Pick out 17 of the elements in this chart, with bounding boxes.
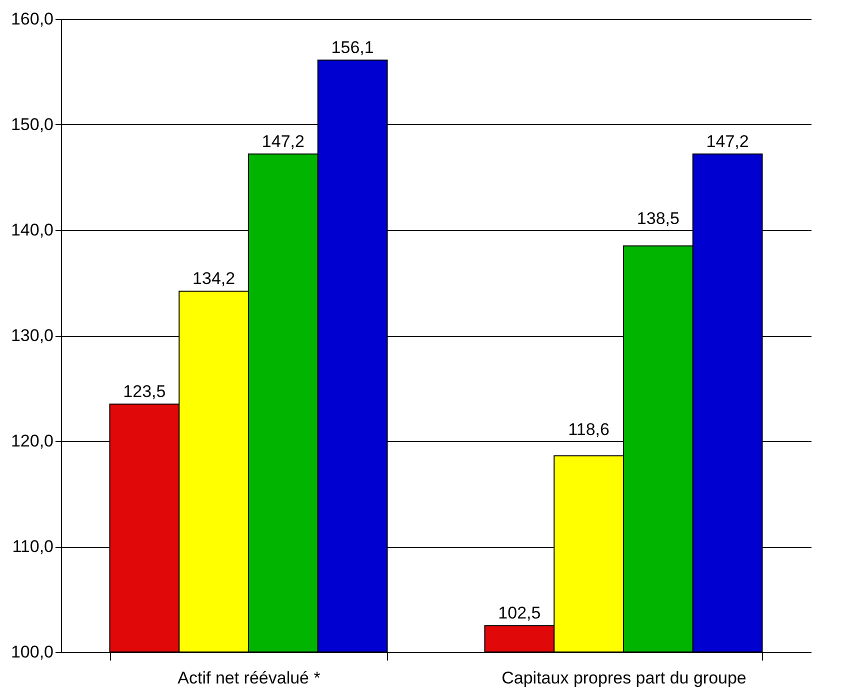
data-label: 156,1 — [331, 38, 374, 58]
x-tick-label: Capitaux propres part du groupe — [502, 668, 746, 688]
y-tick-label: 140,0 — [10, 220, 54, 240]
data-label: 147,2 — [262, 132, 304, 152]
data-label: 118,6 — [568, 420, 610, 439]
data-label: 138,5 — [636, 208, 680, 228]
y-tick-label: 130,0 — [10, 326, 54, 345]
data-label: 134,2 — [192, 269, 236, 288]
y-tick-label: 110,0 — [12, 537, 54, 556]
data-label: 123,5 — [123, 382, 166, 402]
y-tick-label: 100,0 — [10, 642, 54, 662]
x-tick-label: Actif net réévalué * — [178, 668, 321, 688]
y-tick-label: 150,0 — [10, 115, 54, 134]
data-label: 147,2 — [706, 132, 749, 152]
y-tick-label: 160,0 — [10, 10, 54, 28]
data-label: 102,5 — [498, 604, 541, 623]
y-tick-label: 120,0 — [10, 432, 54, 450]
